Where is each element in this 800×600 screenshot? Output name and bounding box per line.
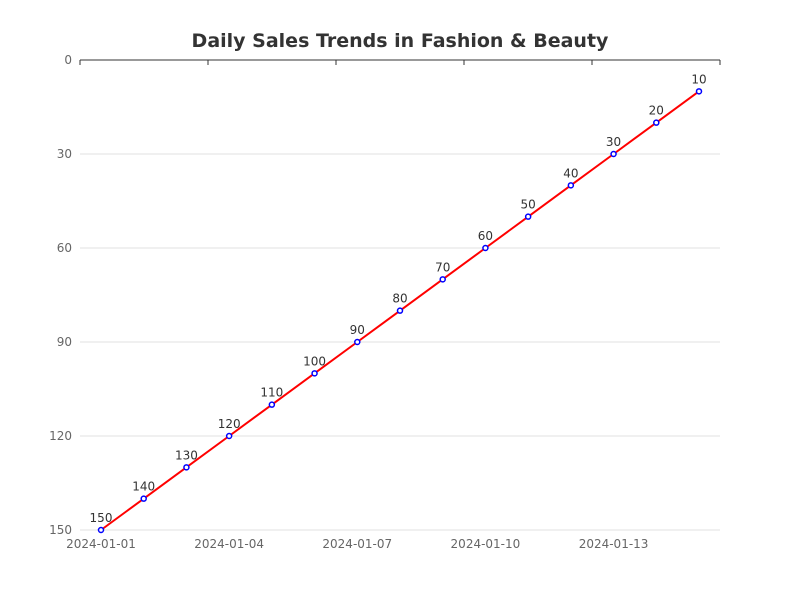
data-point (268, 401, 276, 408)
x-tick-label: 2024-01-10 (451, 537, 521, 551)
data-label: 60 (478, 229, 493, 243)
data-label: 20 (649, 104, 664, 118)
data-label: 40 (563, 166, 578, 180)
data-point (610, 150, 617, 158)
y-tick-label: 120 (49, 429, 72, 443)
x-tick-label: 2024-01-01 (66, 537, 136, 551)
x-tick-label: 2024-01-07 (322, 537, 392, 551)
data-point (140, 495, 147, 502)
y-tick-label: 150 (49, 523, 72, 537)
data-point (482, 244, 489, 252)
y-tick-label: 90 (57, 335, 72, 349)
data-label: 80 (392, 292, 407, 306)
data-label: 50 (521, 198, 536, 212)
data-label: 130 (175, 448, 198, 462)
data-point (653, 119, 660, 126)
data-label: 120 (218, 417, 241, 431)
data-label: 30 (606, 135, 621, 149)
y-tick-label: 60 (57, 241, 72, 255)
y-tick-label: 0 (64, 53, 72, 67)
data-point (183, 464, 190, 471)
data-label: 90 (350, 323, 365, 337)
data-label: 100 (303, 354, 326, 368)
data-point (354, 338, 361, 346)
data-point (567, 182, 575, 189)
x-tick-label: 2024-01-13 (579, 537, 649, 551)
data-point (225, 432, 233, 440)
x-tick-label: 2024-01-04 (194, 537, 264, 551)
data-point (311, 370, 318, 377)
data-point (695, 88, 703, 95)
chart-title: Daily Sales Trends in Fashion & Beauty (191, 30, 609, 52)
data-label: 150 (90, 511, 113, 525)
data-point (524, 213, 532, 220)
data-label: 10 (691, 72, 706, 86)
data-point (439, 276, 446, 283)
data-point (396, 307, 404, 314)
data-label: 70 (435, 260, 450, 274)
y-tick-label: 30 (57, 147, 72, 161)
data-point (97, 526, 105, 534)
data-label: 140 (132, 480, 155, 494)
data-label: 110 (260, 386, 283, 400)
